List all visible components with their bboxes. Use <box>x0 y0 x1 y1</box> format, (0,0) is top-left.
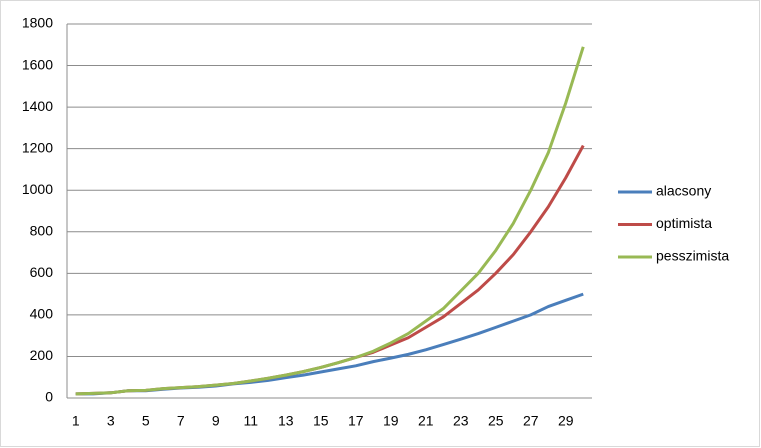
legend-label: pesszimista <box>656 248 729 264</box>
y-tick-label: 1000 <box>22 181 53 197</box>
y-tick-label: 400 <box>30 306 54 322</box>
line-series <box>75 46 585 396</box>
x-tick-label: 29 <box>558 413 574 429</box>
x-tick-label: 5 <box>142 413 150 429</box>
x-tick-label: 3 <box>107 413 115 429</box>
y-tick-label: 800 <box>30 222 54 238</box>
x-tick-label: 9 <box>212 413 220 429</box>
legend-label: alacsony <box>656 183 711 199</box>
x-tick-label: 19 <box>383 413 399 429</box>
legend-label: optimista <box>656 215 712 231</box>
x-tick-label: 21 <box>418 413 434 429</box>
x-tick-label: 13 <box>278 413 294 429</box>
x-tick-label: 1 <box>72 413 80 429</box>
x-tick-label: 27 <box>523 413 539 429</box>
x-tick-label: 15 <box>313 413 329 429</box>
y-tick-label: 1400 <box>22 98 53 114</box>
y-tick-label: 600 <box>30 264 54 280</box>
x-tick-label: 25 <box>488 413 504 429</box>
x-tick-label: 11 <box>243 413 258 429</box>
y-tick-label: 1200 <box>22 139 53 155</box>
x-tick-label: 23 <box>453 413 469 429</box>
y-tick-label: 0 <box>45 389 53 405</box>
y-tick-label: 1600 <box>22 56 53 72</box>
y-tick-label: 200 <box>30 347 54 363</box>
x-tick-label: 17 <box>348 413 364 429</box>
y-tick-label: 1800 <box>22 15 53 31</box>
x-tick-label: 7 <box>177 413 185 429</box>
